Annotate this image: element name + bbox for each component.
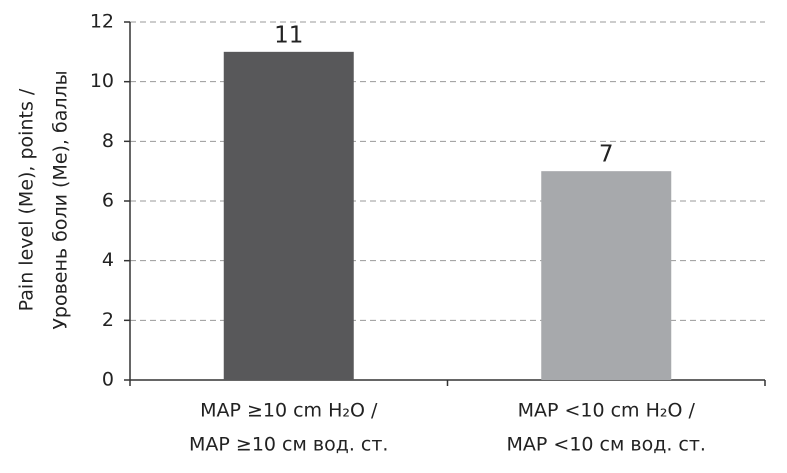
y-tick-label: 10: [90, 70, 114, 92]
y-axis-title: Pain level (Me), points / Уровень боли (…: [16, 70, 72, 329]
x-tick-label: MAP ≥10 cm H₂O /: [200, 400, 378, 422]
y-axis-title-line: Уровень боли (Me), баллы: [50, 70, 72, 329]
y-tick-label: 2: [102, 309, 114, 331]
bar: [541, 171, 672, 380]
value-label: 11: [274, 22, 303, 48]
x-tick-label: MAP <10 см вод. ст.: [507, 434, 706, 456]
y-tick-label: 6: [102, 190, 114, 212]
value-label: 7: [599, 142, 614, 168]
bar: [223, 51, 354, 380]
y-tick-label: 8: [102, 130, 114, 152]
y-axis-title-line: Pain level (Me), points /: [16, 88, 38, 311]
y-tick-label: 12: [90, 11, 114, 33]
x-tick-label: MAP <10 cm H₂O /: [518, 400, 696, 422]
y-tick-label: 4: [102, 249, 114, 271]
x-tick-label: MAP ≥10 см вод. ст.: [189, 434, 388, 456]
y-tick-label: 0: [102, 369, 114, 391]
